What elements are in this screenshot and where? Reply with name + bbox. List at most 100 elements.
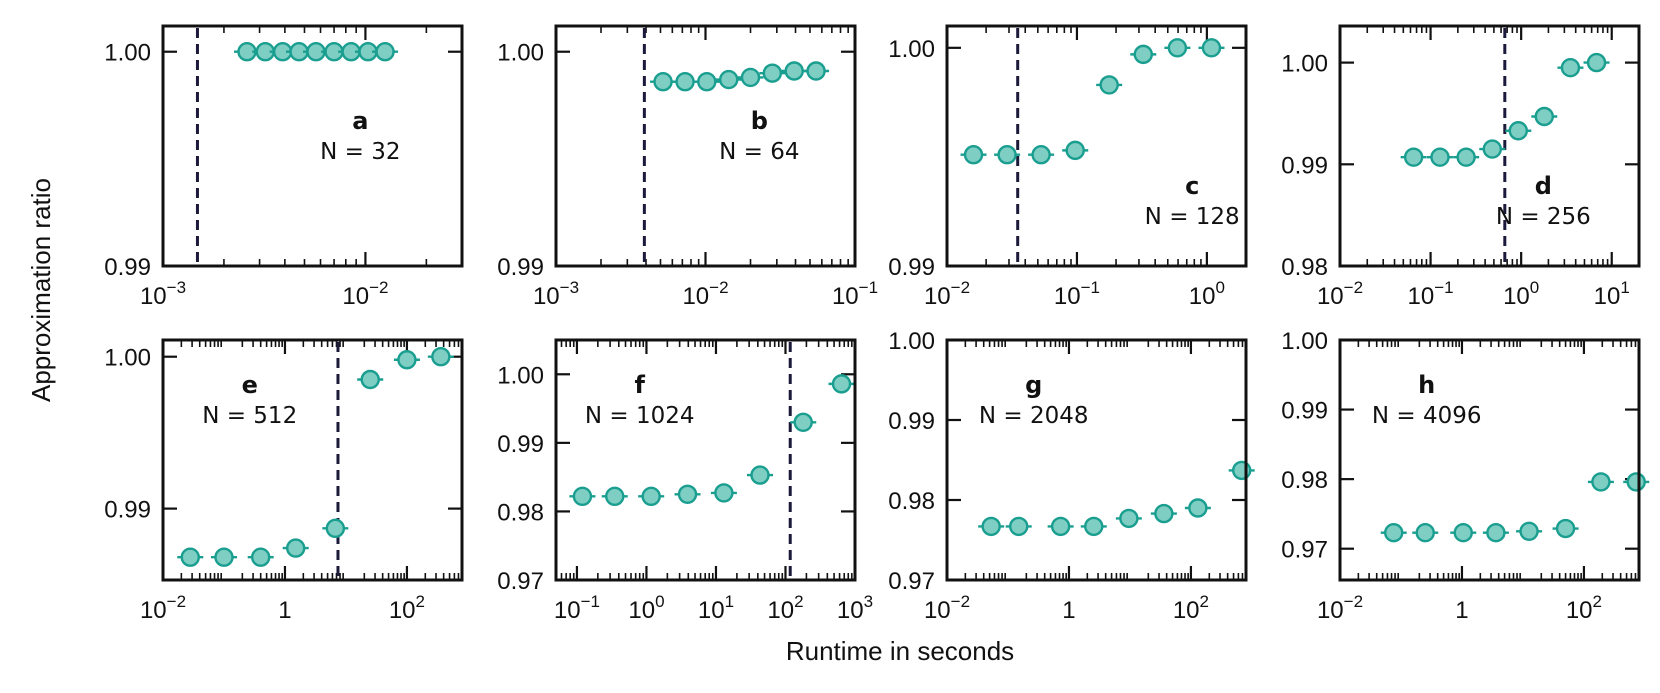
data-point <box>1031 145 1051 165</box>
data-point <box>997 145 1017 165</box>
panel-n-label: N = 128 <box>1145 204 1240 230</box>
data-point <box>1231 460 1252 481</box>
data-point <box>1560 57 1581 78</box>
x-tick-exponent: −2 <box>709 278 728 297</box>
panel-c: 10−2 10−1 100 0.99 1.00 c N = 128 <box>888 24 1248 310</box>
y-tick-label: 0.99 <box>104 254 151 281</box>
y-tick-label: 0.97 <box>497 568 544 595</box>
x-tick-label: 103 <box>837 592 873 624</box>
y-tick-label: 1.00 <box>497 362 544 389</box>
x-axis-title: Runtime in seconds <box>786 636 1014 666</box>
data-point <box>1415 522 1435 543</box>
x-tick-exponent: 0 <box>655 592 664 611</box>
data-point <box>1534 106 1554 127</box>
data-point <box>325 518 346 539</box>
x-tick-label: 10−2 <box>924 278 970 310</box>
data-point <box>1403 147 1424 167</box>
x-tick-exponent: 2 <box>416 592 425 611</box>
data-point <box>1456 147 1476 167</box>
data-point <box>375 42 395 62</box>
axes-frame <box>554 24 857 268</box>
x-tick-label: 10−3 <box>533 278 579 310</box>
x-tick-exponent: 1 <box>1620 278 1629 297</box>
data-point <box>1453 522 1473 543</box>
x-tick-exponent: −2 <box>1344 592 1363 611</box>
data-point <box>831 374 852 394</box>
data-point <box>572 486 593 507</box>
data-point <box>1119 508 1139 529</box>
x-tick-label: 1 <box>1455 597 1468 624</box>
y-tick-label: 0.97 <box>1281 537 1328 564</box>
axes-frame <box>554 338 857 582</box>
panel-n-label: N = 64 <box>719 139 799 165</box>
panel-n-label: N = 2048 <box>979 403 1089 429</box>
y-tick-label: 1.00 <box>104 40 151 67</box>
panel-h: 10−2 1 102 0.97 0.98 0.99 1.00 h N = 4096 <box>1281 328 1650 624</box>
data-point <box>1133 44 1153 65</box>
y-tick-label: 0.99 <box>497 254 544 281</box>
panel-letter: c <box>1185 172 1199 200</box>
x-tick-label: 101 <box>1594 278 1630 310</box>
data-point <box>963 145 984 165</box>
panel-letter: e <box>242 371 258 399</box>
x-tick-label: 102 <box>1173 592 1209 624</box>
x-tick-label: 10−3 <box>140 278 186 310</box>
axes-frame <box>945 24 1248 268</box>
panel-g: 10−2 1 102 0.97 0.98 0.99 1.00 g N = 2048 <box>888 328 1255 624</box>
x-tick-exponent: 2 <box>1593 592 1602 611</box>
y-tick-label: 1.00 <box>888 328 935 355</box>
x-tick-label: 10−2 <box>1317 592 1363 624</box>
data-point <box>714 483 734 503</box>
data-point <box>431 347 451 367</box>
x-tick-exponent: −3 <box>167 278 186 297</box>
data-point <box>1154 503 1174 524</box>
axes-frame <box>945 338 1248 582</box>
panel-n-label: N = 1024 <box>585 403 695 429</box>
panel-letter: d <box>1535 172 1552 200</box>
x-tick-exponent: −2 <box>951 592 970 611</box>
x-tick-exponent: 1 <box>725 592 734 611</box>
data-point <box>719 69 739 90</box>
data-point <box>750 465 770 485</box>
x-tick-label: 10−2 <box>682 278 728 310</box>
y-tick-label: 0.97 <box>888 568 935 595</box>
y-tick-label: 1.00 <box>1281 328 1328 355</box>
x-tick-label: 1 <box>1062 597 1075 624</box>
data-point <box>180 547 200 567</box>
data-point <box>1188 498 1208 518</box>
data-point <box>1084 516 1104 537</box>
y-tick-label: 0.99 <box>497 431 544 458</box>
panel-letter: a <box>352 107 368 135</box>
panel-n-label: N = 256 <box>1496 204 1591 230</box>
x-tick-exponent: −2 <box>1344 278 1363 297</box>
y-tick-label: 1.00 <box>888 36 935 63</box>
x-tick-exponent: 2 <box>1200 592 1209 611</box>
data-point <box>653 72 673 92</box>
data-point <box>1009 516 1029 537</box>
x-tick-label: 10−1 <box>1408 278 1454 310</box>
data-point <box>1384 522 1404 543</box>
x-tick-label: 100 <box>1503 278 1539 310</box>
x-tick-label: 10−2 <box>1317 278 1363 310</box>
y-tick-label: 0.98 <box>1281 467 1328 494</box>
x-tick-label: 101 <box>698 592 734 624</box>
data-point <box>1591 472 1611 492</box>
data-point <box>762 63 783 83</box>
x-tick-exponent: −2 <box>951 278 970 297</box>
x-tick-label: 1 <box>278 597 291 624</box>
panel-letter: h <box>1418 371 1435 399</box>
panel-b: 10−3 10−2 10−1 0.99 1.00 b N = 64 <box>497 24 878 310</box>
x-tick-exponent: 0 <box>1216 278 1225 297</box>
data-point <box>677 484 698 504</box>
data-point <box>1201 38 1222 58</box>
y-tick-label: 0.98 <box>497 499 544 526</box>
data-point <box>784 61 804 81</box>
y-tick-label: 0.99 <box>1281 398 1328 425</box>
data-point <box>360 369 380 390</box>
axes-frame <box>161 338 464 582</box>
data-point <box>1167 38 1188 58</box>
panel-a: 10−3 10−2 0.99 1.00 a N = 32 <box>104 24 464 310</box>
panel-letter: b <box>751 107 768 135</box>
